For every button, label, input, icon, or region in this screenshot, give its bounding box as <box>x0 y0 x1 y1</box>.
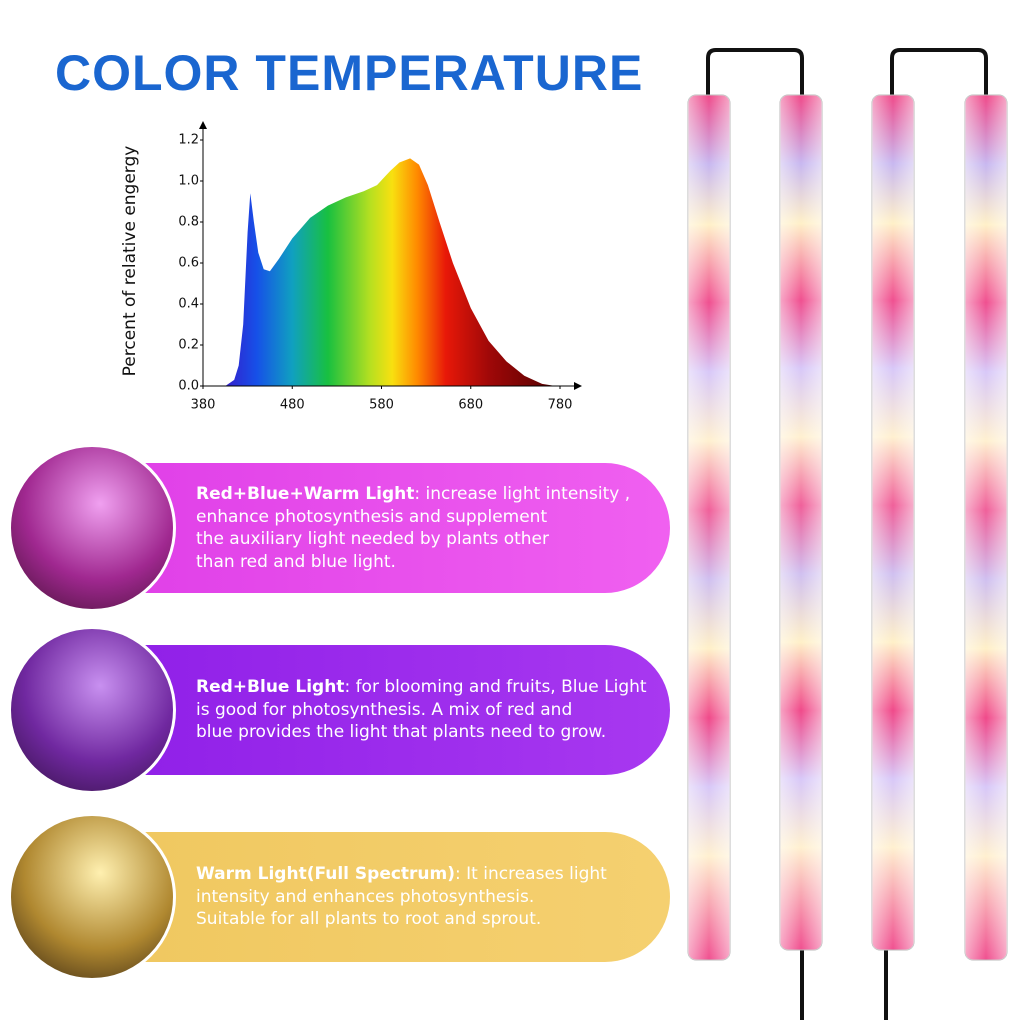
x-tick-label: 780 <box>548 398 573 413</box>
panel-text: : It increases light <box>455 864 607 885</box>
panel-heading: Warm Light(Full Spectrum) <box>196 864 456 885</box>
spectrum-chart: Percent of relative engergy 0.0 0.2 0.4 0.6… <box>120 121 582 413</box>
plant-photo <box>8 626 176 794</box>
spectrum-area <box>225 158 556 386</box>
panel-heading: Red+Blue+Warm Light <box>196 484 415 504</box>
panel-text: the auxiliary light needed by plants oth… <box>196 529 549 549</box>
panel-line: blue provides the light that plants need… <box>196 721 670 744</box>
panel-line: intensity and enhances photosynthesis. <box>196 886 670 909</box>
panel-text: : for blooming and fruits, Blue Light <box>344 677 647 698</box>
x-tick-label: 480 <box>280 398 305 413</box>
plant-photo <box>8 813 176 981</box>
panel-text: Suitable for all plants to root and spro… <box>196 909 542 930</box>
y-axis-label: Percent of relative engergy <box>120 146 140 377</box>
x-tick-label: 680 <box>458 398 483 413</box>
feature-panel: Warm Light(Full Spectrum): It increases … <box>130 832 670 962</box>
y-tick-label: 0.0 <box>178 379 199 394</box>
y-tick-label: 0.8 <box>178 215 199 230</box>
panel-line: Red+Blue+Warm Light: increase light inte… <box>196 483 670 506</box>
panel-heading: Red+Blue Light <box>196 677 345 698</box>
panel-line: is good for photosynthesis. A mix of red… <box>196 699 670 722</box>
panel-text: blue provides the light that plants need… <box>196 722 607 743</box>
panel-line: than red and blue light. <box>196 551 670 574</box>
y-tick-label: 0.6 <box>178 256 199 271</box>
panel-line: Warm Light(Full Spectrum): It increases … <box>196 863 670 886</box>
y-tick-label: 0.4 <box>178 297 199 312</box>
y-tick-label: 1.2 <box>178 133 199 148</box>
panel-text: : increase light intensity , <box>414 484 631 504</box>
y-tick-label: 0.2 <box>178 338 199 353</box>
feature-panel: Red+Blue Light: for blooming and fruits,… <box>130 645 670 775</box>
panel-line: the auxiliary light needed by plants oth… <box>196 528 670 551</box>
panel-text: enhance photosynthesis and supplement <box>196 506 548 527</box>
x-tick-label: 380 <box>191 398 216 413</box>
feature-panel: Red+Blue+Warm Light: increase light inte… <box>130 463 670 593</box>
y-tick-label: 1.0 <box>178 174 199 189</box>
panel-line: Red+Blue Light: for blooming and fruits,… <box>196 676 670 699</box>
panel-text: intensity and enhances photosynthesis. <box>196 886 535 907</box>
panel-line: Suitable for all plants to root and spro… <box>196 908 670 931</box>
panel-text: than red and blue light. <box>196 551 396 572</box>
page-title: COLOR TEMPERATURE <box>55 45 644 101</box>
plant-photo <box>8 444 176 612</box>
panel-text: is good for photosynthesis. A mix of red… <box>196 699 573 720</box>
x-tick-label: 580 <box>369 398 394 413</box>
panel-line: enhance photosynthesis and supplement <box>196 506 670 529</box>
